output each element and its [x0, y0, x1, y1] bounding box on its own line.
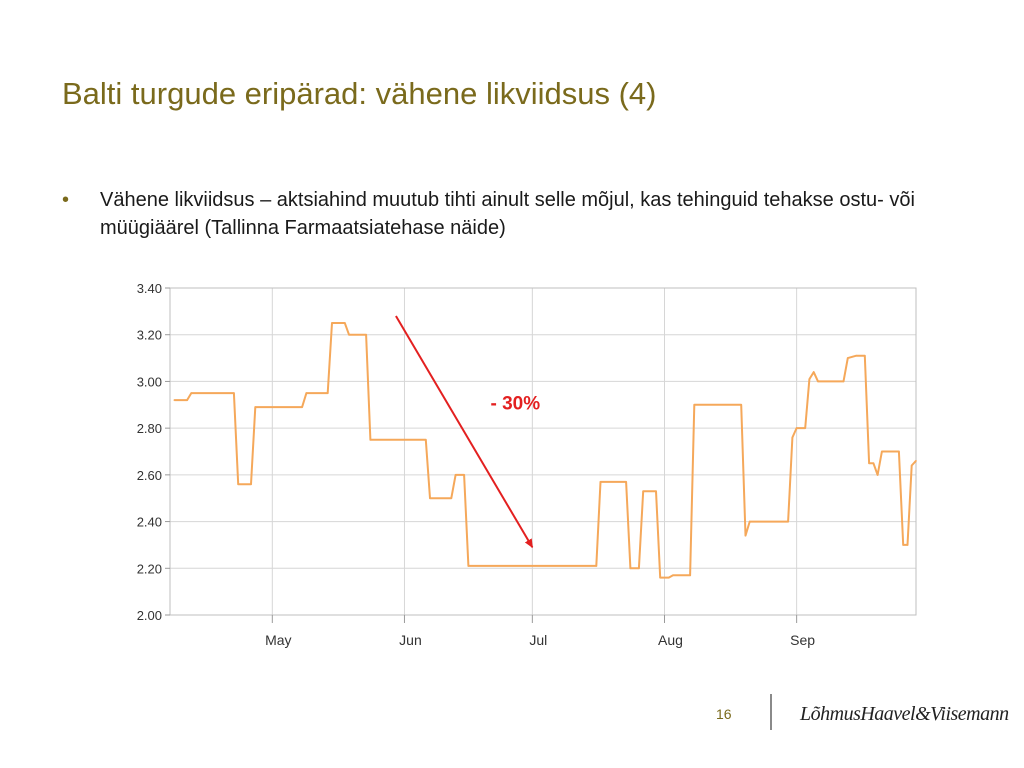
- company-logo: LõhmusHaavel&Viisemann: [800, 703, 1009, 725]
- x-tick-label: Sep: [790, 632, 815, 648]
- price-data-point: [795, 427, 798, 429]
- chart-grid: [170, 287, 916, 616]
- series-layer: [173, 322, 917, 579]
- price-data-point: [629, 567, 632, 570]
- price-data-point: [898, 450, 900, 453]
- price-data-point: [655, 490, 657, 492]
- price-data-point: [454, 474, 457, 476]
- price-data-point: [625, 481, 627, 483]
- price-series-line: [174, 322, 917, 579]
- price-data-point: [463, 474, 465, 476]
- price-data-point: [672, 574, 674, 577]
- price-data-point: [450, 497, 453, 499]
- price-data-point: [344, 322, 346, 324]
- price-data-point: [740, 404, 742, 406]
- price-data-point: [599, 481, 602, 483]
- price-data-point: [693, 404, 696, 406]
- price-data-point: [425, 439, 427, 441]
- price-data-point: [804, 427, 806, 429]
- decline-label: - 30%: [490, 393, 540, 414]
- price-data-point: [842, 380, 845, 383]
- price-data-point: [173, 399, 176, 401]
- price-data-point: [902, 544, 904, 546]
- price-data-point: [254, 406, 257, 408]
- price-data-point: [791, 436, 794, 439]
- slide-title: Balti turgude eripärad: vähene likviidsu…: [62, 76, 657, 111]
- price-data-point: [369, 439, 372, 441]
- price-data-point: [817, 380, 819, 383]
- price-data-point: [186, 399, 188, 401]
- price-data-point: [642, 490, 644, 492]
- price-data-point: [787, 520, 789, 523]
- price-data-point: [237, 483, 239, 485]
- price-data-point: [233, 392, 235, 394]
- bullet-text: Vähene likviidsus – aktsiahind muutub ti…: [100, 189, 915, 239]
- price-data-point: [326, 392, 329, 394]
- price-data-point: [190, 392, 193, 394]
- page-number: 16: [716, 706, 732, 722]
- price-data-point: [250, 483, 252, 485]
- bullet-item: • Vähene likviidsus – aktsiahind muutub …: [62, 186, 972, 242]
- x-axis: May Jun Jul Aug Sep: [265, 615, 815, 648]
- price-data-point: [876, 474, 879, 476]
- price-data-point: [915, 460, 917, 462]
- y-tick-label: 3.00: [137, 374, 162, 389]
- price-data-point: [305, 392, 308, 394]
- price-data-point: [855, 354, 858, 357]
- price-data-point: [812, 371, 815, 373]
- y-tick-label: 3.40: [137, 281, 162, 296]
- y-axis: 3.40 3.20 3.00 2.80 2.60 2.40 2.20 2.00: [137, 281, 170, 623]
- x-tick-label: Jun: [399, 632, 422, 648]
- plot-frame: [169, 287, 917, 616]
- price-data-point: [881, 450, 883, 453]
- y-tick-label: 2.40: [137, 515, 162, 530]
- price-data-point: [301, 406, 303, 408]
- price-data-point: [808, 378, 811, 380]
- price-data-point: [595, 565, 598, 567]
- price-data-point: [748, 520, 751, 523]
- x-tick-label: Aug: [658, 632, 683, 648]
- price-data-point: [638, 567, 640, 570]
- y-tick-label: 2.60: [137, 468, 162, 483]
- price-data-point: [348, 333, 350, 336]
- price-data-point: [744, 534, 747, 537]
- y-tick-label: 3.20: [137, 328, 162, 343]
- price-data-point: [868, 462, 870, 464]
- decline-arrow: [395, 315, 534, 549]
- y-tick-label: 2.80: [137, 421, 162, 436]
- x-tick-label: Jul: [529, 632, 547, 648]
- price-data-point: [467, 565, 470, 567]
- y-tick-label: 2.20: [137, 561, 162, 576]
- footer-divider: [770, 694, 772, 730]
- annotation-layer: - 30%: [395, 315, 540, 549]
- price-chart: 3.40 3.20 3.00 2.80 2.60 2.40 2.20 2.00 May Jun J…: [137, 281, 917, 648]
- price-data-point: [872, 462, 875, 464]
- price-data-point: [847, 357, 849, 359]
- price-data-point: [906, 544, 909, 546]
- price-data-point: [689, 574, 691, 577]
- price-data-point: [331, 322, 333, 324]
- bullet-marker: •: [62, 189, 70, 211]
- price-data-point: [864, 354, 866, 357]
- x-tick-label: May: [265, 632, 291, 648]
- price-data-point: [365, 333, 367, 336]
- y-tick-label: 2.00: [137, 608, 162, 623]
- price-data-point: [668, 576, 670, 579]
- price-data-point: [429, 497, 431, 499]
- price-data-point: [910, 464, 913, 467]
- price-data-point: [659, 576, 661, 579]
